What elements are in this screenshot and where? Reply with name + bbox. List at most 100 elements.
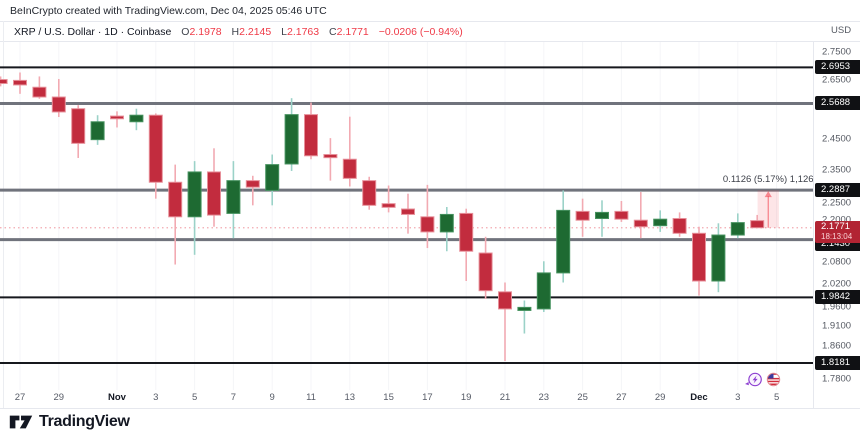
candle-nov-12 (323, 154, 338, 159)
candle-nov-26 (595, 211, 609, 220)
price-tick-label: 1.7800 (822, 373, 852, 385)
candle-nov-8 (245, 180, 260, 188)
symbol-title: XRP / U.S. Dollar · 1D · Coinbase (14, 26, 172, 38)
close-label: C (329, 26, 337, 38)
candle-nov-17 (420, 216, 435, 233)
price-axis-unit: USD (831, 25, 852, 36)
time-tick-label: 25 (577, 392, 588, 403)
candle-oct-26 (0, 79, 8, 85)
price-tick-label: 2.0800 (822, 256, 852, 268)
candle-nov-14 (362, 180, 377, 206)
price-tick-label: 1.9100 (822, 320, 852, 332)
time-tick-label: 13 (344, 392, 356, 403)
time-tick-label: 29 (53, 392, 65, 403)
tradingview-logo[interactable]: TradingView (9, 413, 130, 431)
candle-nov-18 (439, 213, 454, 233)
candle-nov-4 (168, 181, 183, 218)
time-tick-label: 17 (422, 392, 433, 403)
candle-nov-11 (304, 114, 318, 157)
price-level-badge: 2.5688 (815, 96, 860, 111)
low-label: L (281, 26, 287, 38)
candle-nov-20 (478, 252, 493, 292)
time-tick-label: 19 (460, 392, 472, 403)
candle-dec-2 (711, 234, 726, 282)
price-tick-label: 1.8600 (822, 340, 852, 352)
close-value: 2.1771 (336, 26, 369, 38)
candle-nov-25 (575, 210, 590, 221)
price-level-badge: 2.6953 (815, 60, 860, 75)
candle-nov-16 (401, 208, 415, 215)
attribution-text: BeInCrypto created with TradingView.com,… (10, 5, 327, 17)
time-tick-label: 3 (735, 392, 741, 403)
time-tick-label: Dec (690, 392, 708, 403)
price-axis-border (813, 41, 814, 408)
flag-ring (766, 372, 781, 387)
pane-divider (0, 41, 860, 42)
change-value: −0.0206 (−0.94%) (378, 26, 463, 38)
candle-dec-3 (730, 222, 745, 236)
flag-stripe (767, 380, 780, 383)
header-divider (0, 21, 860, 22)
price-tick-label: 1.9600 (822, 301, 852, 313)
candle-oct-31 (90, 121, 105, 141)
candle-nov-2 (129, 114, 144, 123)
candle-nov-10 (284, 114, 299, 165)
candle-nov-15 (381, 203, 396, 208)
candle-nov-1 (110, 115, 124, 120)
time-tick-label: 15 (383, 392, 394, 403)
time-tick-label: 5 (773, 392, 780, 403)
candle-nov-22 (517, 306, 532, 311)
price-tick-label: 2.4500 (822, 133, 852, 145)
current-price-badge: 2.1771 18:13:04 (815, 220, 860, 243)
low-value: 2.1763 (287, 26, 320, 38)
price-level-badge: 2.2887 (815, 183, 860, 198)
candle-nov-5 (187, 171, 202, 218)
symbol-info-bar[interactable]: XRP / U.S. Dollar · 1D · Coinbase O2.197… (14, 26, 463, 38)
candle-oct-27 (13, 79, 27, 86)
price-tick-label: 2.2000 (822, 214, 852, 226)
candle-nov-7 (226, 180, 241, 214)
tradingview-logo-text: TradingView (39, 413, 130, 430)
price-tick-label: 2.2500 (822, 197, 852, 209)
candle-oct-30 (71, 108, 86, 144)
price-level-badge: 1.8181 (815, 356, 860, 371)
candle-nov-27 (614, 210, 629, 220)
time-tick-label: 27 (14, 392, 26, 403)
time-tick-label: Nov (108, 392, 126, 403)
flag-stripe (767, 377, 780, 380)
candle-nov-9 (265, 164, 280, 191)
open-value: 2.1978 (189, 26, 222, 38)
high-label: H (231, 26, 240, 38)
candle-nov-28 (633, 219, 648, 228)
flag-stripe (767, 383, 780, 385)
open-label: O (181, 26, 190, 38)
time-tick-label: 9 (269, 392, 275, 403)
candle-nov-6 (207, 171, 221, 216)
measurement-arrowhead (764, 191, 772, 198)
left-frame-border (3, 21, 4, 408)
candle-nov-30 (672, 218, 687, 234)
measurement-label: 0.1126 (5.17%) 1,126 (722, 174, 814, 186)
candle-nov-24 (556, 209, 571, 274)
candle-nov-29 (653, 218, 668, 227)
time-tick-label: 11 (306, 392, 316, 403)
candle-nov-23 (536, 272, 551, 310)
price-tick-label: 2.6500 (822, 74, 852, 86)
flag-canton (767, 373, 774, 379)
time-tick-label: 7 (230, 392, 237, 403)
candle-nov-19 (459, 212, 474, 252)
price-tick-label: 2.3500 (822, 164, 852, 176)
high-value: 2.2145 (239, 26, 272, 38)
time-tick-label: 29 (654, 392, 666, 403)
price-tick-label: 2.7500 (822, 46, 852, 58)
time-tick-label: 3 (153, 392, 159, 403)
candle-nov-3 (148, 114, 163, 183)
time-tick-label: 23 (538, 392, 550, 403)
candle-nov-21 (498, 291, 512, 310)
event-arrow (745, 382, 749, 386)
candle-oct-29 (51, 96, 66, 113)
time-tick-label: 21 (499, 392, 511, 403)
price-tick-label: 2.0200 (822, 278, 852, 290)
